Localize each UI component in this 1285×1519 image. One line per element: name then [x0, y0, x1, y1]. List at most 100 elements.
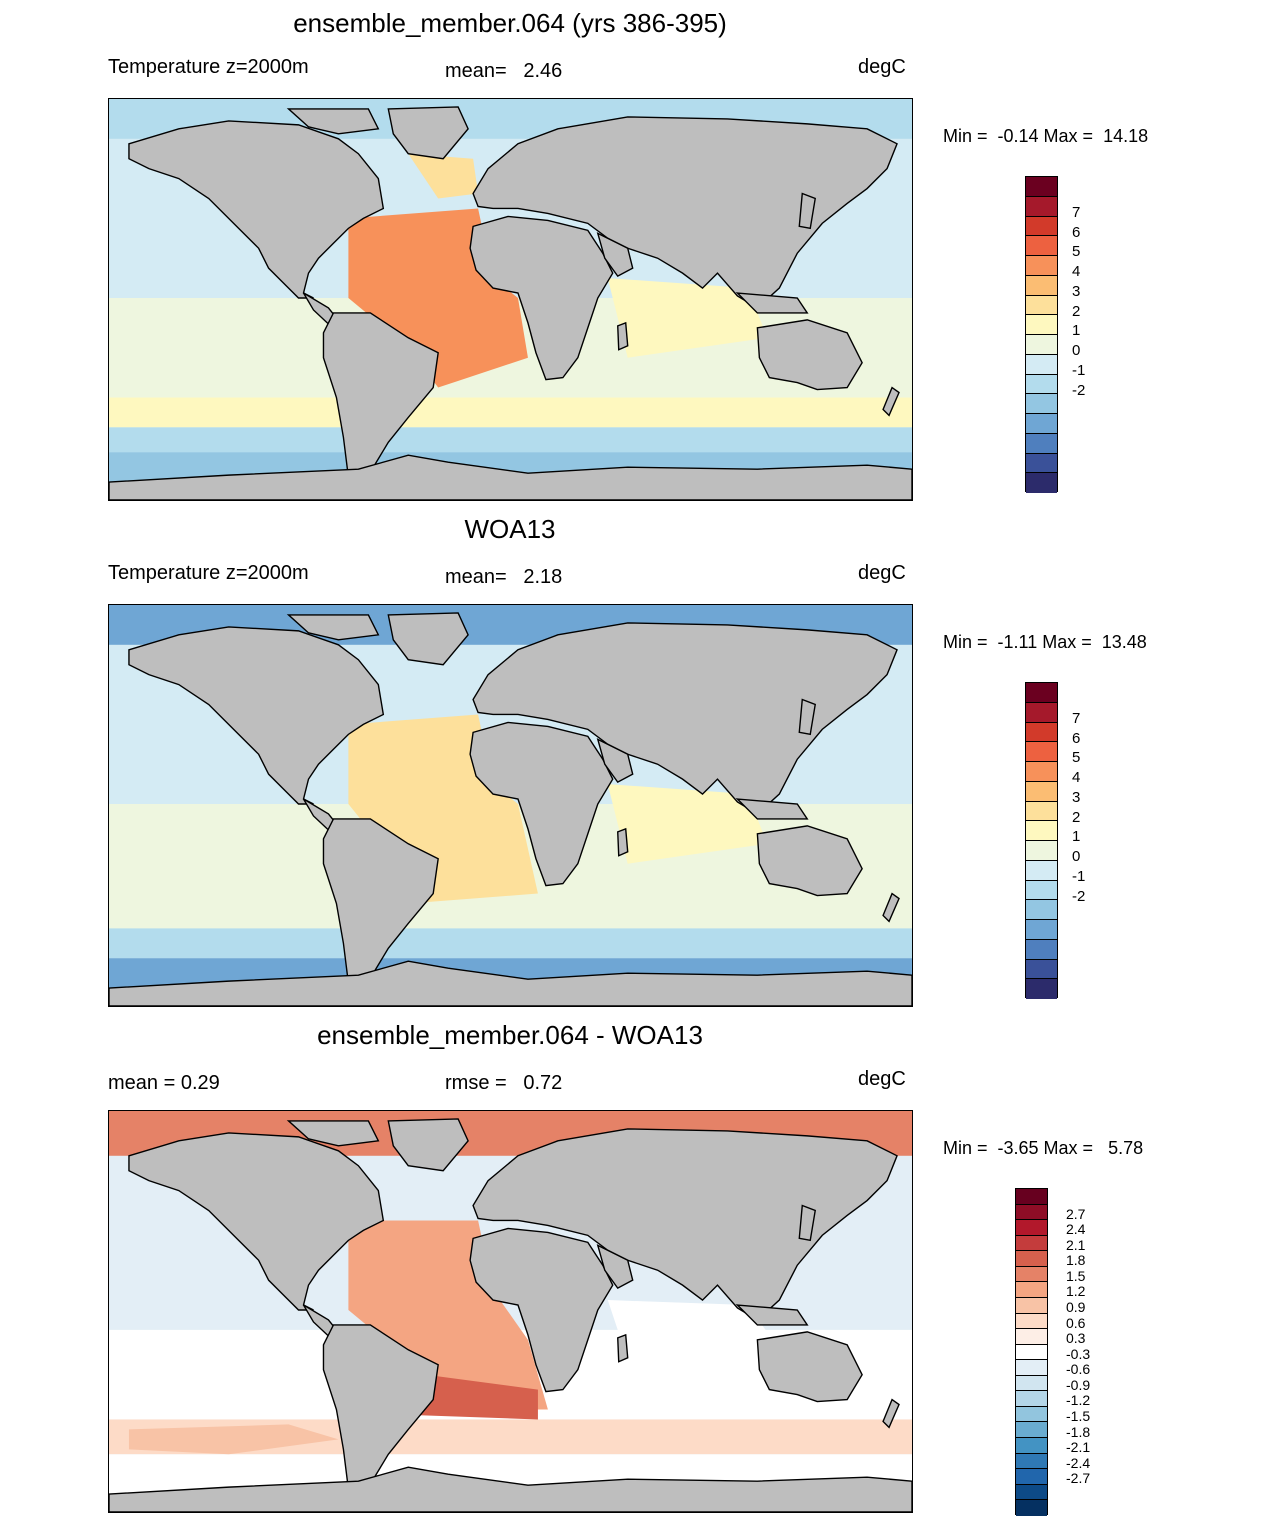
colorbar-tick-label: 3 [1072, 788, 1081, 806]
colorbar-tick-label: 0.6 [1066, 1314, 1086, 1331]
mean-label: mean= 2.18 [445, 566, 563, 588]
colorbar-swatch [1016, 1220, 1047, 1236]
landmass [756, 319, 863, 391]
landmass [596, 1244, 634, 1290]
colorbar-tick-label: 7 [1072, 709, 1081, 727]
colorbar-tick-label: -0.9 [1066, 1376, 1091, 1393]
colorbar-swatch [1026, 821, 1057, 841]
colorbar-swatch [1026, 979, 1057, 999]
colorbar-tick-label: -0.6 [1066, 1361, 1091, 1378]
colorbar-tick-label: 3 [1072, 282, 1081, 300]
landmass [128, 626, 385, 805]
landmass [109, 1466, 912, 1512]
rmse-label: rmse = 0.72 [445, 1072, 563, 1094]
landmass [128, 1132, 385, 1311]
colorbar-tick-label: -2.7 [1066, 1470, 1091, 1487]
colorbar-swatch [1016, 1500, 1047, 1516]
colorbar-tick-label: 2 [1072, 808, 1081, 826]
colorbar-swatch [1026, 433, 1057, 454]
colorbar-swatch [1016, 1204, 1047, 1221]
colorbar-tick-label: -2.1 [1066, 1439, 1091, 1456]
colorbar-swatch [1016, 1297, 1047, 1314]
depth-label: Temperature z=2000m [108, 56, 309, 78]
colorbar [1025, 176, 1058, 493]
units-label: degC [858, 56, 906, 78]
landmass [286, 1120, 380, 1147]
colorbar-swatch [1016, 1313, 1047, 1330]
landmass [882, 892, 900, 923]
map-canvas [109, 605, 912, 1006]
units-label: degC [858, 1068, 906, 1090]
landmass [798, 192, 817, 230]
colorbar [1015, 1188, 1048, 1516]
landmass [286, 108, 380, 135]
landmass [798, 698, 817, 736]
landmass [756, 1331, 863, 1403]
colorbar-tick-label: 1 [1072, 322, 1081, 340]
colorbar-swatch [1026, 414, 1057, 434]
colorbar-swatch [1016, 1189, 1047, 1205]
landmass [286, 614, 380, 641]
colorbar-swatch [1026, 860, 1057, 881]
colorbar-tick-label: 1 [1072, 828, 1081, 846]
colorbar-tick-label: -1.2 [1066, 1392, 1091, 1409]
colorbar-tick-label: 4 [1072, 263, 1081, 280]
map-canvas [109, 1111, 912, 1512]
colorbar-tick-label: 1.5 [1066, 1267, 1086, 1284]
colorbar-swatch [1016, 1375, 1047, 1392]
colorbar-tick-label: -1 [1072, 867, 1086, 885]
panel-title: ensemble_member.064 (yrs 386-395) [293, 8, 727, 38]
colorbar-swatch [1016, 1344, 1047, 1361]
world-map [108, 98, 913, 501]
landmass [882, 386, 900, 417]
landmass [735, 1304, 809, 1326]
landmass [798, 1204, 817, 1242]
colorbar-tick-label: 2.1 [1066, 1236, 1086, 1253]
colorbar-tick-label: 6 [1072, 223, 1081, 241]
landmass [617, 827, 629, 857]
colorbar-swatch [1016, 1282, 1047, 1298]
landmass [109, 960, 912, 1006]
colorbar-swatch [1026, 702, 1057, 723]
min-max-label: Min = -3.65 Max = 5.78 [943, 1138, 1144, 1158]
colorbar-swatch [1026, 196, 1057, 217]
colorbar-tick-label: 5 [1072, 243, 1081, 261]
colorbar-swatch [1016, 1235, 1047, 1252]
colorbar-swatch [1026, 374, 1057, 395]
colorbar-swatch [1026, 920, 1057, 940]
landmass [617, 321, 629, 351]
colorbar-swatch [1016, 1406, 1047, 1423]
colorbar-swatch [1026, 335, 1057, 355]
colorbar-tick-label: 0 [1072, 342, 1081, 359]
landmass [735, 798, 809, 820]
landmass [617, 1333, 629, 1363]
colorbar-swatch [1016, 1360, 1047, 1376]
colorbar-swatch [1026, 880, 1057, 901]
colorbar-swatch [1016, 1329, 1047, 1345]
landmass [469, 215, 614, 381]
landmass [472, 1128, 898, 1321]
colorbar-tick-label: -1 [1072, 361, 1086, 379]
panel-title: WOA13 [464, 514, 556, 544]
panel-title: ensemble_member.064 - WOA13 [317, 1020, 703, 1050]
colorbar-swatch [1026, 762, 1057, 782]
landmass [387, 612, 469, 666]
colorbar-swatch [1016, 1484, 1047, 1501]
colorbar-swatch [1026, 841, 1057, 861]
colorbar-tick-label: -0.3 [1066, 1345, 1091, 1362]
colorbar-tick-label: -1.5 [1066, 1408, 1091, 1424]
mean-label: mean = 0.29 [108, 1072, 220, 1094]
colorbar-tick-label: 5 [1072, 749, 1081, 767]
colorbar-swatch [1026, 801, 1057, 822]
landmass [469, 721, 614, 887]
landmass [387, 1118, 469, 1172]
colorbar-swatch [1016, 1391, 1047, 1407]
colorbar-swatch [1026, 683, 1057, 703]
colorbar-tick-label: -1.8 [1066, 1423, 1091, 1440]
colorbar-swatch [1026, 959, 1057, 980]
landmass [472, 116, 898, 309]
colorbar-swatch [1016, 1469, 1047, 1485]
colorbar-tick-label: 7 [1072, 203, 1081, 221]
mean-label: mean= 2.46 [445, 60, 563, 82]
world-map [108, 604, 913, 1007]
